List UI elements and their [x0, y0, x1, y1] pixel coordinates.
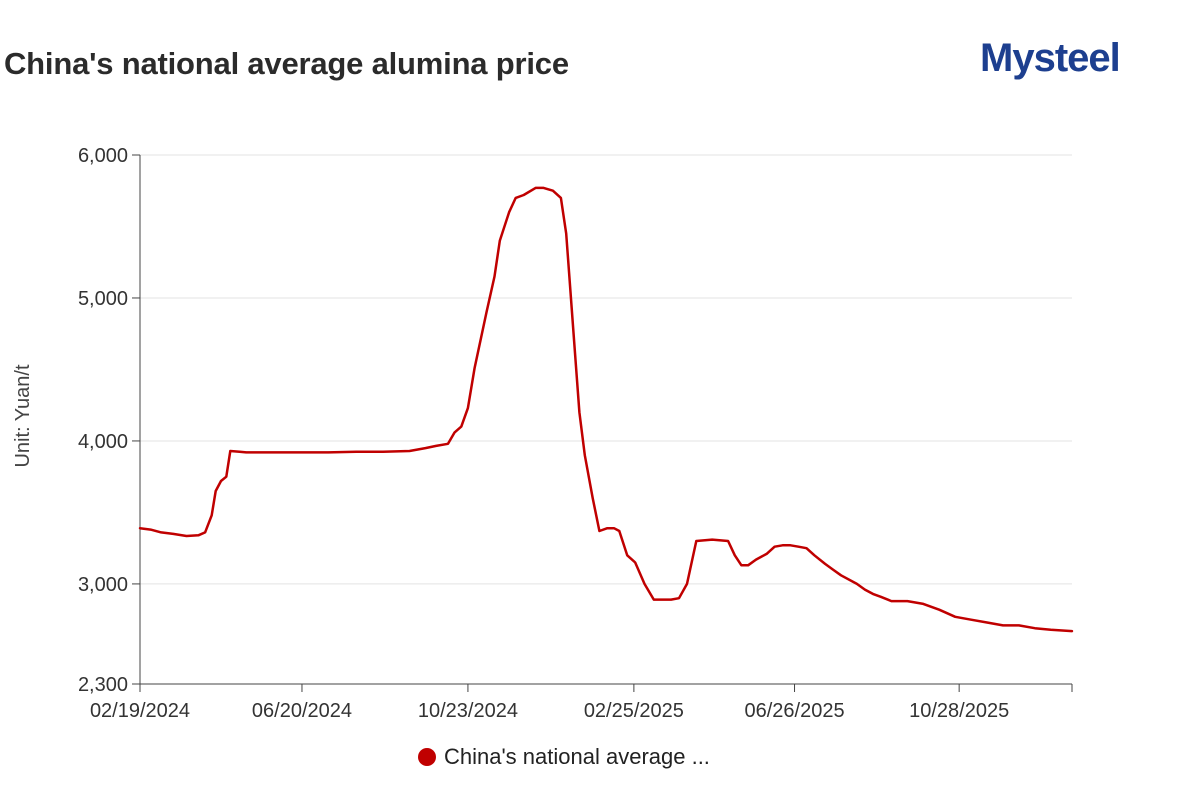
- y-tick-label: 5,000: [78, 288, 128, 310]
- x-tick-label: 06/20/2024: [252, 700, 352, 722]
- y-tick-label: 2,300: [78, 674, 128, 696]
- y-tick-label: 6,000: [78, 145, 128, 167]
- grid-layer: [140, 154, 1072, 585]
- x-tick-label: 10/23/2024: [418, 700, 518, 722]
- brand-logo: Mysteel: [980, 36, 1121, 80]
- x-tick-label: 10/28/2025: [909, 700, 1009, 722]
- x-tick-label: 06/26/2025: [744, 700, 844, 722]
- legend-marker-icon: [418, 748, 436, 766]
- y-axis-title: Unit: Yuan/t: [12, 364, 34, 467]
- series-layer: [138, 186, 1074, 633]
- y-tick-label: 3,000: [78, 574, 128, 596]
- y-tick-label: 4,000: [78, 431, 128, 453]
- series-line[interactable]: [138, 186, 1074, 633]
- axis-layer: 2,300 3,000 4,000 5,000 6,000 02/19/2024 06/20…: [78, 145, 1073, 722]
- x-tick-label: 02/19/2024: [90, 700, 190, 722]
- chart-title: China's national average alumina price: [4, 46, 569, 81]
- legend[interactable]: China's national average ...: [418, 744, 710, 770]
- legend-label: China's national average ...: [444, 744, 710, 769]
- x-tick-label: 02/25/2025: [584, 700, 684, 722]
